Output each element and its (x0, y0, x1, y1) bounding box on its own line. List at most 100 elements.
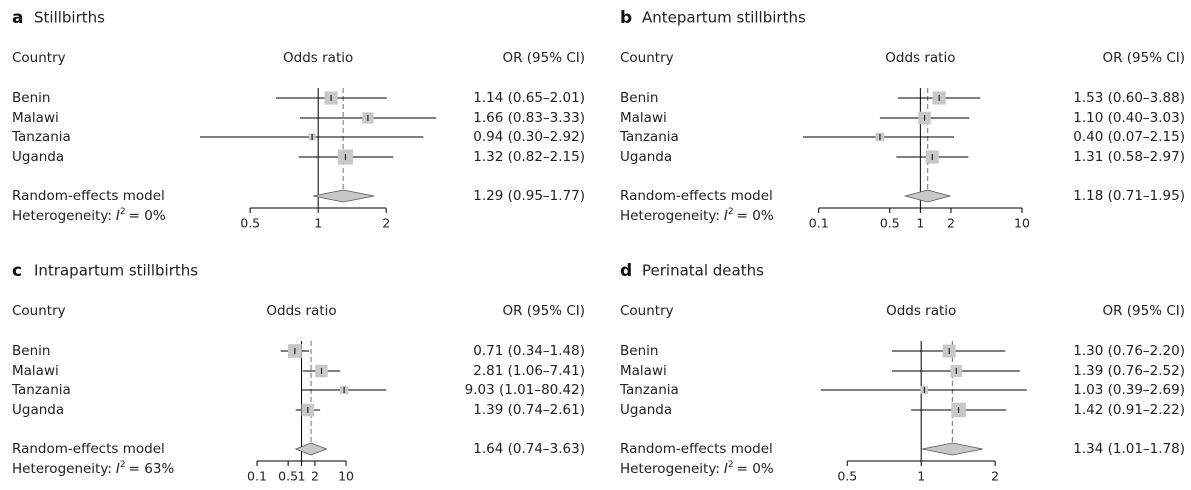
model-label: Random-effects model (12, 188, 165, 204)
country-label: Malawi (620, 363, 667, 379)
ci-label: 2.81 (1.06–7.41) (473, 363, 585, 379)
heterogeneity-symbol: I (116, 461, 120, 477)
summary-diamond (294, 442, 328, 456)
panel-letter: a (12, 8, 23, 28)
column-header: OR (95% CI) (502, 50, 585, 66)
country-label: Uganda (12, 402, 64, 418)
ci-label: 1.30 (0.76–2.20) (1073, 343, 1185, 359)
heterogeneity-label: Heterogeneity: I2 = 63% (12, 460, 174, 478)
country-label: Tanzania (619, 129, 679, 145)
ci-label: 9.03 (1.01–80.42) (465, 382, 585, 398)
country-label: Uganda (12, 149, 64, 165)
heterogeneity-label: Heterogeneity: I2 = 0% (620, 207, 774, 225)
panel: d Perinatal deaths Country Odds ratio OR (95… (619, 261, 1185, 484)
column-header: Odds ratio (886, 303, 956, 319)
x-tick-label: 0.1 (809, 216, 829, 231)
heterogeneity-suffix: = 0% (129, 208, 166, 224)
country-label: Benin (620, 343, 658, 359)
heterogeneity-prefix: Heterogeneity: (620, 461, 720, 477)
x-tick-label: 2 (311, 469, 319, 484)
ci-label: 1.29 (0.95–1.77) (473, 188, 585, 204)
panel: a Stillbirths Country Odds ratio OR (95% CI)… (11, 8, 585, 231)
country-label: Tanzania (11, 129, 71, 145)
x-tick-label: 0.1 (247, 469, 267, 484)
ci-label: 0.71 (0.34–1.48) (473, 343, 585, 359)
panel-letter: b (620, 8, 632, 28)
summary-diamond (903, 189, 952, 203)
x-tick-label: 1 (298, 469, 306, 484)
ci-label: 1.66 (0.83–3.33) (473, 110, 585, 126)
heterogeneity-symbol: I (116, 208, 120, 224)
heterogeneity-superscript: 2 (728, 207, 734, 217)
ci-label: 1.39 (0.74–2.61) (473, 402, 585, 418)
column-header: Country (12, 50, 66, 66)
heterogeneity-prefix: Heterogeneity: (620, 208, 720, 224)
heterogeneity-superscript: 2 (120, 460, 126, 470)
heterogeneity-superscript: 2 (728, 460, 734, 470)
column-header: Country (620, 303, 674, 319)
x-tick-label: 0.5 (240, 216, 260, 231)
summary-diamond (922, 442, 983, 456)
x-tick-label: 2 (382, 216, 390, 231)
heterogeneity-suffix: = 0% (737, 208, 774, 224)
ci-label: 1.42 (0.91–2.22) (1073, 402, 1185, 418)
ci-label: 1.39 (0.76–2.52) (1073, 363, 1185, 379)
model-label: Random-effects model (620, 188, 773, 204)
model-label: Random-effects model (620, 441, 773, 457)
ci-label: 1.14 (0.65–2.01) (473, 90, 585, 106)
panel-title: Stillbirths (34, 9, 105, 27)
ci-label: 1.64 (0.74–3.63) (473, 441, 585, 457)
country-label: Benin (12, 90, 50, 106)
country-label: Malawi (12, 363, 59, 379)
heterogeneity-symbol: I (724, 208, 728, 224)
heterogeneity-suffix: = 0% (737, 461, 774, 477)
x-tick-label: 2 (991, 469, 999, 484)
ci-label: 1.31 (0.58–2.97) (1073, 149, 1185, 165)
ci-label: 1.34 (1.01–1.78) (1073, 441, 1185, 457)
country-label: Uganda (620, 402, 672, 418)
panel-title: Perinatal deaths (642, 262, 764, 280)
heterogeneity-prefix: Heterogeneity: (12, 461, 112, 477)
column-header: Country (12, 303, 66, 319)
column-header: OR (95% CI) (1102, 303, 1185, 319)
x-tick-label: 1 (314, 216, 322, 231)
panel: c Intrapartum stillbirths Country Odds rati… (11, 261, 585, 484)
ci-label: 0.40 (0.07–2.15) (1073, 129, 1185, 145)
column-header: OR (95% CI) (1102, 50, 1185, 66)
x-tick-label: 2 (947, 216, 955, 231)
column-header: OR (95% CI) (502, 303, 585, 319)
x-tick-label: 0.5 (837, 469, 857, 484)
heterogeneity-suffix: = 63% (129, 461, 175, 477)
panel-title: Antepartum stillbirths (642, 9, 806, 27)
column-header: Country (620, 50, 674, 66)
x-tick-label: 10 (338, 469, 354, 484)
heterogeneity-symbol: I (724, 461, 728, 477)
country-label: Benin (12, 343, 50, 359)
summary-diamond (313, 189, 375, 203)
country-label: Tanzania (619, 382, 679, 398)
column-header: Odds ratio (885, 50, 955, 66)
x-tick-label: 1 (916, 216, 924, 231)
country-label: Malawi (620, 110, 667, 126)
country-label: Tanzania (11, 382, 71, 398)
ci-label: 1.32 (0.82–2.15) (473, 149, 585, 165)
country-label: Benin (620, 90, 658, 106)
x-tick-label: 1 (917, 469, 925, 484)
heterogeneity-superscript: 2 (120, 207, 126, 217)
heterogeneity-label: Heterogeneity: I2 = 0% (620, 460, 774, 478)
ci-label: 1.18 (0.71–1.95) (1073, 188, 1185, 204)
ci-label: 1.03 (0.39–2.69) (1073, 382, 1185, 398)
panel: b Antepartum stillbirths Country Odds ratio… (619, 8, 1185, 231)
country-label: Uganda (620, 149, 672, 165)
model-label: Random-effects model (12, 441, 165, 457)
column-header: Odds ratio (283, 50, 353, 66)
heterogeneity-prefix: Heterogeneity: (12, 208, 112, 224)
panel-title: Intrapartum stillbirths (34, 262, 198, 280)
country-label: Malawi (12, 110, 59, 126)
ci-label: 1.53 (0.60–3.88) (1073, 90, 1185, 106)
x-tick-label: 0.5 (880, 216, 900, 231)
panel-letter: d (620, 261, 632, 281)
panel-letter: c (12, 261, 22, 281)
ci-label: 1.10 (0.40–3.03) (1073, 110, 1185, 126)
